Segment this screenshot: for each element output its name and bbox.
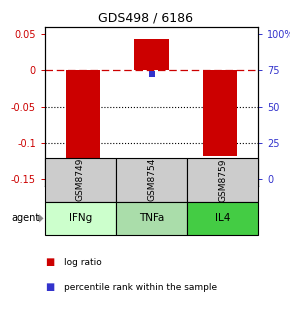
Text: GSM8759: GSM8759 xyxy=(218,158,227,202)
Bar xyxy=(203,71,238,156)
Text: GSM8749: GSM8749 xyxy=(76,158,85,202)
Text: ■: ■ xyxy=(45,282,54,292)
Text: agent: agent xyxy=(11,213,39,223)
Text: TNFa: TNFa xyxy=(139,213,164,223)
Text: GSM8754: GSM8754 xyxy=(147,158,156,202)
Text: log ratio: log ratio xyxy=(64,258,102,266)
Text: GDS498 / 6186: GDS498 / 6186 xyxy=(97,12,193,25)
Text: IL4: IL4 xyxy=(215,213,230,223)
Bar xyxy=(66,71,100,159)
Text: percentile rank within the sample: percentile rank within the sample xyxy=(64,283,217,292)
Bar xyxy=(134,39,169,71)
Text: IFNg: IFNg xyxy=(69,213,92,223)
Text: ■: ■ xyxy=(45,257,54,267)
